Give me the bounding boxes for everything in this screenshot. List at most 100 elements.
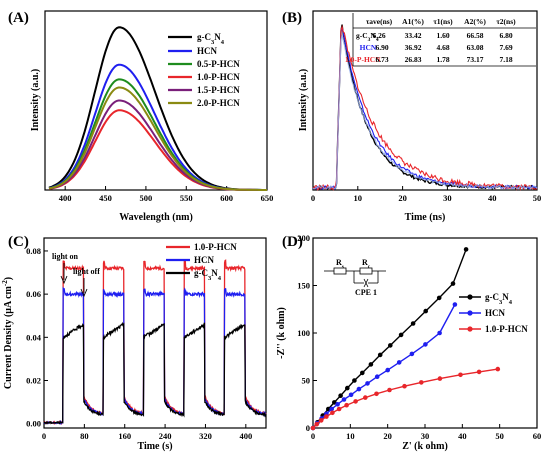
y-tick-label-c-0: 0.00 <box>26 419 41 429</box>
panel-d: (D) 0 10 20 30 40 50 60 0 50 100 150 200 Z' (k ohm… <box>276 233 541 452</box>
decay-line-3 <box>312 34 538 190</box>
legend-label-d-2: 1.0-P-HCN <box>485 324 528 334</box>
x-tick-label-c-0: 0 <box>42 431 46 441</box>
table-cell-2-1: 26.83 <box>405 55 422 64</box>
x-tick-label-b-5: 50 <box>533 193 542 203</box>
table-row-sample-2: 1.0-P-HCN <box>345 55 381 64</box>
nyquist-point-1-5 <box>335 402 340 407</box>
nyquist-point-0-15 <box>436 295 442 301</box>
x-tick-label-d-6: 60 <box>533 431 542 441</box>
y-ticks-c: 0.00 0.02 0.04 0.06 0.08 <box>26 246 48 429</box>
series-group-d <box>310 247 501 431</box>
x-tick-label-a-4: 600 <box>220 193 233 203</box>
table-header-tau2: τ2(ns) <box>496 17 516 26</box>
x-tick-label-b-0: 0 <box>311 193 315 203</box>
x-tick-label-d-2: 20 <box>383 431 392 441</box>
x-tick-label-a-2: 500 <box>140 193 153 203</box>
table-cell-1-0: 6.90 <box>375 43 388 52</box>
panel-c: (C) 0 80 160 240 320 400 0.00 0.02 0.04 0.06 0.08… <box>1 234 267 452</box>
plot-frame-c <box>43 237 267 429</box>
nyquist-point-0-11 <box>388 343 393 348</box>
y-tick-label-d-4: 200 <box>297 233 310 243</box>
y-axis-label-b: Intensity (a.u.) <box>298 69 309 132</box>
table-cell-2-4: 7.18 <box>499 55 512 64</box>
table-cell-2-2: 1.78 <box>436 55 449 64</box>
legend-marker-d-0 <box>467 294 473 300</box>
plot-frame-a <box>44 10 268 191</box>
nyquist-point-1-12 <box>396 360 402 365</box>
nyquist-point-0-17 <box>463 247 469 252</box>
nyquist-point-0-6 <box>345 385 350 391</box>
nyquist-point-1-10 <box>374 374 380 380</box>
annotation-light-off-arrowhead <box>80 288 88 298</box>
x-tick-label-d-5: 50 <box>495 431 504 441</box>
x-ticks-a: 400 450 500 550 600 650 <box>59 186 274 203</box>
nyquist-point-2-8 <box>363 395 368 400</box>
legend-c: 1.0-P-HCN HCN g-C3N4 <box>166 242 237 282</box>
table-cell-0-4: 6.80 <box>499 31 512 40</box>
nyquist-point-2-6 <box>344 402 349 408</box>
x-tick-label-d-4: 40 <box>458 431 467 441</box>
table-cell-1-2: 4.68 <box>436 43 449 52</box>
circuit-resistor-rs <box>333 267 347 275</box>
panel-a: (A) 400 450 500 550 600 650 Wavelength (nm) I… <box>8 10 273 223</box>
nyquist-point-2-9 <box>374 391 379 397</box>
table-cell-1-4: 7.69 <box>499 43 512 52</box>
legend-label-d-1: HCN <box>485 308 506 318</box>
photocurrent-line-1 <box>43 286 267 425</box>
y-tick-label-d-1: 50 <box>302 376 311 386</box>
x-tick-label-b-2: 20 <box>398 193 407 203</box>
y-axis-label-d: -Z'' (k ohm) <box>276 307 287 359</box>
nyquist-point-2-1 <box>314 421 320 427</box>
legend-label-a-3: 1.0-P-HCN <box>197 72 240 82</box>
legend-label-c-0: 1.0-P-HCN <box>194 242 237 252</box>
table-cell-1-3: 63.08 <box>467 43 484 52</box>
table-header-a1: A1(%) <box>402 17 424 26</box>
nyquist-point-1-11 <box>385 367 391 373</box>
x-tick-label-c-4: 320 <box>199 431 212 441</box>
legend-label-a-2: 0.5-P-HCN <box>197 59 240 69</box>
series-group-c <box>43 259 267 426</box>
x-tick-label-a-5: 650 <box>261 193 274 203</box>
nyquist-point-2-11 <box>402 383 407 389</box>
x-tick-label-c-2: 160 <box>118 431 131 441</box>
nyquist-point-2-2 <box>318 418 324 423</box>
nyquist-point-2-13 <box>437 376 443 381</box>
x-axis-label-c: Time (s) <box>137 441 172 452</box>
circuit-label-rs: Rs <box>336 258 344 270</box>
x-tick-label-a-1: 450 <box>99 193 112 203</box>
table-cell-0-1: 33.42 <box>405 31 422 40</box>
legend-d: g-C3N4 HCN 1.0-P-HCN <box>459 292 528 334</box>
nyquist-point-2-5 <box>336 406 342 412</box>
table-row-sample-1: HCN <box>360 43 377 52</box>
nyquist-point-2-4 <box>330 410 335 416</box>
decay-line-2 <box>312 24 538 191</box>
x-tick-label-b-1: 10 <box>354 193 363 203</box>
panel-label-a: (A) <box>8 10 29 26</box>
nyquist-point-2-0 <box>310 425 316 431</box>
nyquist-point-0-12 <box>398 332 404 338</box>
nyquist-point-1-8 <box>356 386 362 392</box>
x-tick-label-c-3: 240 <box>159 431 172 441</box>
table-cell-2-3: 73.17 <box>467 55 484 64</box>
nyquist-point-2-10 <box>387 387 392 393</box>
nyquist-point-2-15 <box>476 369 482 375</box>
panel-label-c: (C) <box>8 234 29 250</box>
y-tick-label-d-0: 0 <box>306 423 310 433</box>
nyquist-point-0-10 <box>377 352 383 358</box>
table-header-tau-ave: τave(ns) <box>366 17 393 26</box>
table-cell-2-0: 6.73 <box>375 55 388 64</box>
legend-label-d-0: g-C3N4 <box>485 292 513 306</box>
nyquist-point-2-3 <box>324 414 329 419</box>
nyquist-point-2-12 <box>419 380 424 385</box>
legend-label-c-2: g-C3N4 <box>194 268 222 282</box>
x-tick-label-d-1: 10 <box>346 431 355 441</box>
x-axis-label-d: Z' (k ohm) <box>402 441 448 452</box>
nyquist-point-1-16 <box>452 302 458 307</box>
equivalent-circuit-diagram: Rs Rc CPE 1 <box>324 258 386 297</box>
x-axis-label-a: Wavelength (nm) <box>119 212 193 223</box>
x-tick-label-c-5: 400 <box>239 431 252 441</box>
nyquist-point-0-14 <box>423 308 429 314</box>
table-row-sample-0: g-C3N4 <box>356 31 379 43</box>
annotation-light-on-text: light on <box>52 252 79 261</box>
